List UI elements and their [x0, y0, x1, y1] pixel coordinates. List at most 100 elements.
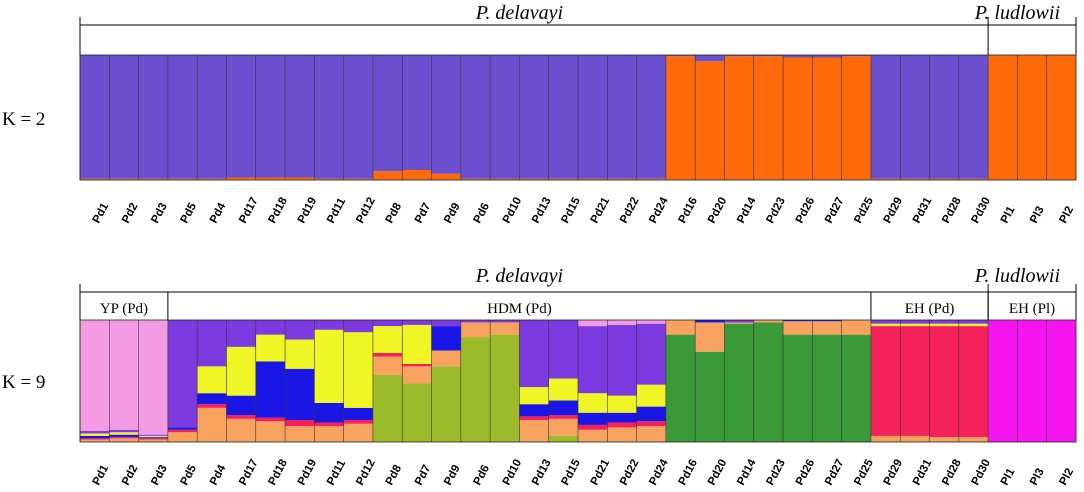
population-label: Pd4 [208, 201, 229, 226]
bar-segment-c1 [812, 55, 842, 58]
bar-segment-purple [724, 320, 754, 323]
bar-segment-yellow [900, 323, 930, 327]
bar-segment-purple [109, 429, 139, 433]
bar-segment-purple [226, 320, 256, 347]
bar-segment-yellow [197, 366, 227, 394]
population-label: Pd19 [296, 195, 320, 225]
bar-segment-purple [255, 320, 286, 335]
bar-segment-c2 [138, 178, 168, 180]
bar-segment-orange [314, 426, 344, 442]
bar-segment-yellow [958, 323, 989, 327]
bar-segment-olive [372, 374, 403, 442]
bar-segment-c1 [548, 55, 578, 179]
bar-segment-red [870, 326, 901, 436]
population-label: Pd9 [442, 463, 462, 487]
bar-segment-blue [167, 427, 198, 430]
bar-segment-c1 [870, 55, 901, 179]
bar-segment-red [519, 416, 549, 421]
bar-segment-c1 [80, 55, 110, 179]
bar-segment-purple [929, 320, 959, 324]
bar-segment-orange [870, 435, 901, 442]
bar-segment-purple [460, 320, 491, 323]
population-label: Pd24 [647, 195, 671, 225]
population-label: Pd8 [384, 201, 405, 226]
bar-segment-pink [636, 320, 666, 324]
bar-segment-orange [607, 427, 637, 442]
group-label: YP (Pd) [100, 301, 148, 317]
bar-segment-green [753, 322, 784, 442]
population-label: Pd28 [940, 195, 964, 225]
population-label: Pd1 [91, 201, 112, 226]
bar-segment-red [636, 421, 666, 427]
bar-segment-yellow [578, 393, 608, 413]
bar-segment-c1 [285, 55, 315, 178]
bar-segment-c1 [929, 55, 959, 179]
bar-segment-c2 [167, 178, 198, 180]
bar-segment-c2 [870, 178, 901, 180]
population-label: Pd24 [647, 457, 671, 487]
bar-segment-c2 [783, 57, 813, 180]
population-label: Pd11 [325, 196, 348, 226]
bar-segment-red [167, 429, 198, 433]
bar-segment-orange [490, 322, 520, 335]
bar-segment-orange [753, 320, 784, 323]
bar-segment-purple [870, 320, 901, 324]
bar-segment-c1 [578, 55, 608, 179]
bar-segment-c2 [285, 177, 315, 180]
bar-segment-red [314, 422, 344, 427]
bar-segment-blue [607, 412, 637, 423]
bar-segment-c2 [226, 177, 256, 180]
population-label: Pd14 [735, 195, 759, 225]
population-label: Pd25 [852, 457, 876, 487]
group-label: EH (Pd) [905, 301, 955, 317]
bar-segment-red [402, 363, 432, 367]
bar-segment-yellow [226, 346, 256, 396]
bar-segment-red [343, 420, 373, 424]
bar-segment-c2 [695, 61, 725, 180]
k-label: K = 2 [2, 109, 45, 130]
population-label: Pd2 [120, 201, 140, 225]
bar-segment-green [724, 323, 754, 442]
population-label: Pl1 [999, 204, 1018, 225]
bar-segment-c1 [402, 55, 432, 170]
bar-segment-red [900, 326, 930, 436]
population-label: Pd6 [472, 201, 492, 225]
bar-segment-orange [958, 437, 989, 442]
bar-segment-c1 [490, 55, 520, 179]
bar-segment-orange [724, 322, 754, 324]
bar-segment-yellow [519, 387, 549, 405]
bar-segment-orange [372, 356, 403, 375]
population-label: Pd27 [823, 195, 847, 225]
bar-segment-orange [80, 439, 110, 442]
bar-segment-green [783, 334, 813, 442]
bar-segment-c2 [431, 173, 461, 180]
bar-segment-yellow [343, 332, 373, 408]
bar-segment-purple [343, 320, 373, 333]
bar-segment-olive [402, 383, 432, 442]
bar-segment-c2 [372, 171, 403, 180]
bar-segment-orange [197, 407, 227, 442]
population-label: Pd23 [764, 195, 788, 225]
bar-segment-purple [636, 323, 666, 385]
bar-segment-pink [607, 320, 637, 325]
bar-segment-red [80, 438, 110, 440]
population-label: Pd27 [823, 457, 847, 487]
bar-segment-c1 [724, 55, 754, 57]
bar-segment-purple [900, 320, 930, 324]
bar-segment-blue [80, 435, 110, 439]
bar-segment-blue [695, 320, 725, 323]
bar-segment-c2 [80, 178, 110, 180]
bar-segment-yellow [636, 384, 666, 407]
population-label: Pd26 [794, 195, 818, 225]
population-label: Pd18 [266, 195, 290, 225]
population-label: Pd3 [149, 201, 169, 225]
bar-segment-orange [548, 418, 578, 436]
bar-segment-c2 [1017, 55, 1047, 180]
bar-segment-red [929, 326, 959, 438]
bar-segment-blue [783, 320, 813, 322]
bar-segment-blue [197, 393, 227, 405]
bar-segment-c1 [197, 55, 227, 179]
population-label: Pd25 [852, 195, 876, 225]
bar-segment-c2 [343, 178, 373, 180]
